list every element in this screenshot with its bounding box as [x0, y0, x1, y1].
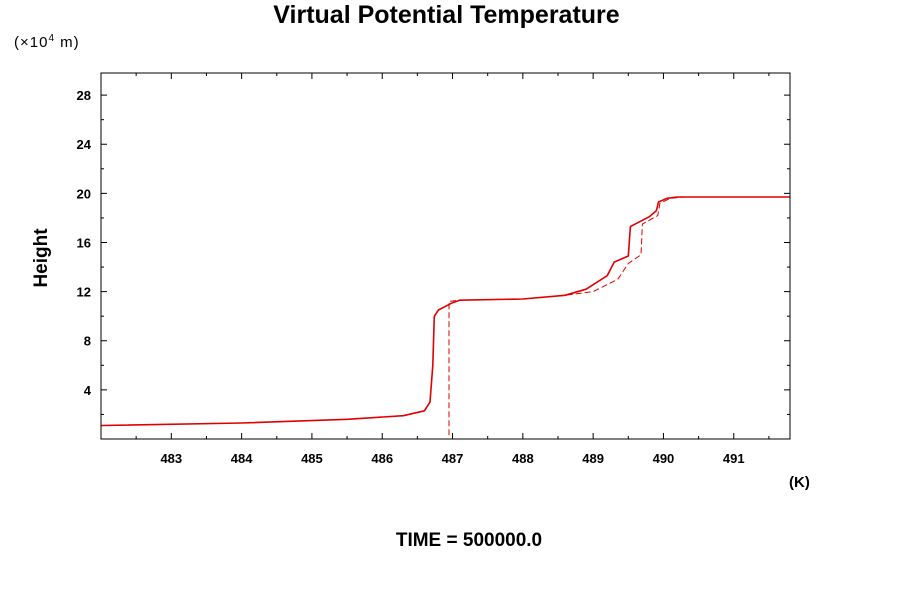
y-tick-label: 4 [84, 383, 92, 398]
y-tick-label: 28 [77, 88, 91, 103]
x-tick-label: 484 [231, 451, 253, 466]
y-tick-label: 8 [84, 334, 91, 349]
x-tick-label: 491 [723, 451, 745, 466]
tick-labels: 483 484 485 486 487 488 489 490 491 4 8 12 16 20 24 28 [77, 88, 745, 466]
x-tick-label: 487 [442, 451, 464, 466]
x-tick-label: 485 [301, 451, 323, 466]
y-unit-exponent: 4 [48, 33, 56, 44]
x-axis-unit: (K) [789, 474, 810, 491]
x-tick-label: 488 [512, 451, 534, 466]
x-tick-label: 489 [582, 451, 604, 466]
x-tick-label: 486 [371, 451, 393, 466]
y-tick-label: 16 [77, 235, 91, 250]
tick-marks [100, 73, 790, 439]
plot-frame [100, 72, 791, 440]
y-axis-unit: (×104 m) [14, 33, 80, 51]
chart-title: Virtual Potential Temperature [273, 1, 620, 29]
y-tick-label: 20 [77, 186, 91, 201]
y-tick-label: 24 [77, 137, 92, 152]
series-group [100, 196, 790, 436]
x-tick-label: 490 [653, 451, 675, 466]
x-tick-label: 483 [160, 451, 182, 466]
y-unit-prefix: (×10 [14, 34, 49, 51]
dashed-profile-line [448, 196, 790, 436]
time-caption: TIME = 500000.0 [395, 530, 543, 551]
solid-profile-line [100, 196, 790, 427]
y-tick-label: 12 [77, 285, 91, 300]
y-unit-suffix: m) [55, 34, 80, 51]
